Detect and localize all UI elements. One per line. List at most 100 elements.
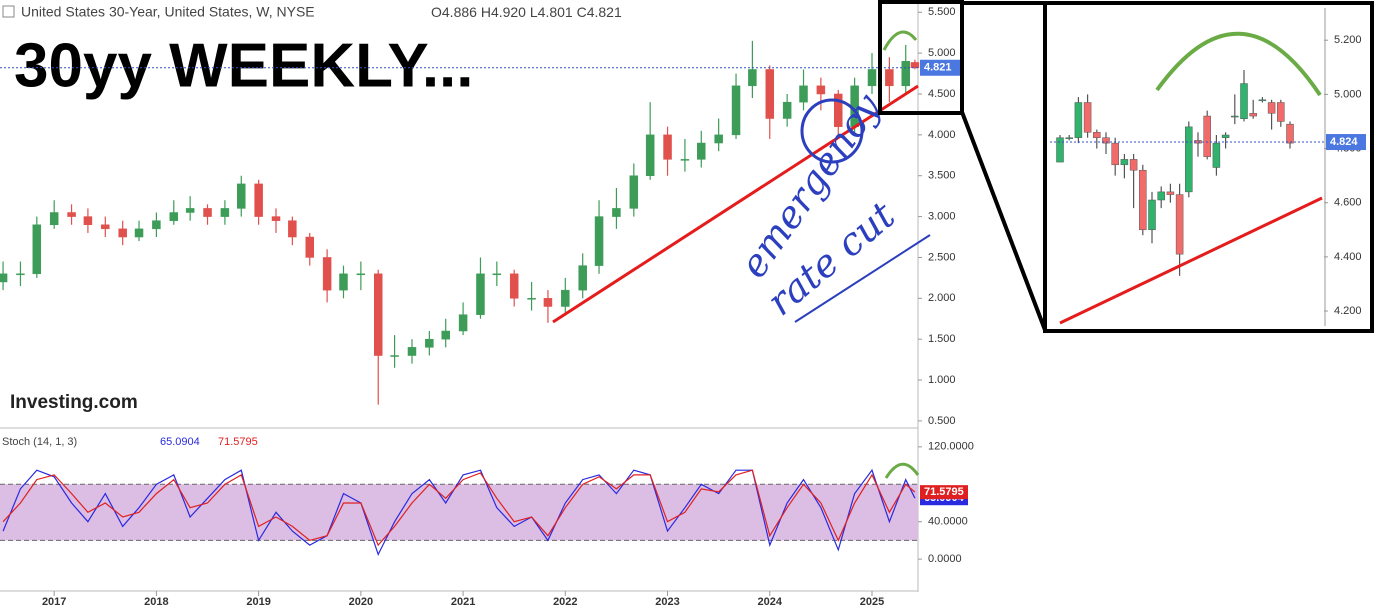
candle-body bbox=[0, 273, 8, 283]
high-text: H4.920 bbox=[481, 4, 526, 20]
indicator-value: 65.0904 bbox=[160, 436, 200, 448]
y-tick-label: 1.000 bbox=[928, 374, 956, 386]
arc-annotation bbox=[882, 30, 918, 51]
candle-body bbox=[578, 265, 587, 291]
candle-body bbox=[527, 298, 536, 300]
x-tick-label: 2020 bbox=[349, 596, 373, 608]
candle-body bbox=[237, 183, 246, 209]
candle-body bbox=[152, 220, 161, 230]
candle-body bbox=[561, 289, 570, 307]
candle-body bbox=[1249, 113, 1257, 117]
candle-body bbox=[356, 273, 366, 276]
candle-body bbox=[594, 216, 604, 266]
candle-body bbox=[543, 298, 553, 307]
arc-annotation bbox=[1155, 31, 1322, 97]
candle-body bbox=[714, 134, 723, 144]
candle-body bbox=[322, 257, 332, 291]
candle-body bbox=[203, 208, 212, 217]
y-tick-label: 5.000 bbox=[928, 47, 956, 59]
low-text: L4.801 bbox=[530, 4, 573, 20]
candle-body bbox=[782, 101, 792, 119]
arc-annotation bbox=[884, 462, 920, 479]
candle-body bbox=[1093, 132, 1101, 138]
candle-body bbox=[1221, 134, 1230, 138]
candle-body bbox=[816, 85, 826, 95]
y-tick-label: 3.500 bbox=[928, 170, 956, 182]
y-tick-label: 5.000 bbox=[1334, 88, 1362, 100]
x-tick-label: 2025 bbox=[860, 596, 884, 608]
y-tick-label: 1.500 bbox=[928, 333, 956, 345]
candle-body bbox=[305, 236, 314, 258]
candle-body bbox=[1139, 169, 1147, 231]
candle-body bbox=[509, 273, 519, 299]
candle-body bbox=[834, 93, 843, 127]
zoom-box bbox=[878, 0, 964, 115]
band bbox=[0, 484, 918, 541]
candle-body bbox=[1083, 102, 1092, 133]
candle-body bbox=[134, 228, 144, 238]
y-tick-label: 5.500 bbox=[928, 6, 956, 18]
underline bbox=[794, 234, 931, 323]
candle-body bbox=[373, 273, 383, 356]
candle-body bbox=[885, 69, 894, 87]
last-value-label: 71.5795 bbox=[924, 486, 964, 498]
connector bbox=[960, 111, 1047, 331]
candle-body bbox=[731, 85, 741, 136]
y-tick-label: 40.0000 bbox=[928, 516, 968, 528]
candle-body bbox=[629, 175, 639, 209]
candle-body bbox=[1129, 159, 1138, 171]
indicator-value: 71.5795 bbox=[218, 436, 258, 448]
candle-body bbox=[1102, 137, 1110, 144]
candle-body bbox=[67, 212, 76, 217]
candle-body bbox=[220, 208, 230, 217]
candle-body bbox=[867, 69, 877, 87]
candle-body bbox=[680, 159, 690, 161]
candle-body bbox=[390, 355, 399, 357]
candle-body bbox=[1148, 199, 1156, 231]
candle-body bbox=[1111, 142, 1119, 166]
candle-body bbox=[1175, 194, 1184, 255]
candle-body bbox=[49, 212, 59, 226]
candle-body bbox=[1185, 126, 1193, 193]
candle-body bbox=[83, 216, 93, 226]
symbol-title: United States 30-Year, United States, W,… bbox=[21, 4, 315, 20]
last-price-box bbox=[1326, 134, 1366, 151]
close-text: C4.821 bbox=[577, 4, 622, 20]
y-tick-label: 4.500 bbox=[928, 88, 956, 100]
candle-body bbox=[1286, 123, 1294, 144]
y-tick-label: 0.0000 bbox=[928, 553, 962, 565]
candle-body bbox=[901, 61, 910, 87]
candle-body bbox=[1157, 191, 1165, 201]
candle-body bbox=[492, 273, 502, 276]
circle-annotation bbox=[800, 98, 864, 164]
candle-body bbox=[1240, 83, 1248, 119]
candle-body bbox=[458, 314, 468, 332]
stoch-line bbox=[2, 469, 916, 547]
candle-body bbox=[1212, 142, 1221, 168]
indicator-name: Stoch (14, 1, 3) bbox=[2, 436, 77, 448]
candle-body bbox=[1166, 191, 1175, 195]
y-tick-label: 2.000 bbox=[928, 292, 956, 304]
y-tick-label: 0.500 bbox=[928, 415, 956, 427]
candle-body bbox=[441, 330, 450, 340]
candle-body bbox=[765, 69, 775, 119]
last-value-box bbox=[920, 485, 968, 500]
candle-body bbox=[407, 347, 417, 356]
candle-body bbox=[288, 220, 297, 238]
candle-body bbox=[799, 85, 808, 103]
stoch-line bbox=[2, 468, 916, 556]
candle-body bbox=[254, 183, 263, 217]
trend-line bbox=[552, 84, 919, 324]
y-tick-label: 4.000 bbox=[928, 129, 956, 141]
candle-body bbox=[271, 216, 281, 221]
x-tick-label: 2024 bbox=[758, 596, 783, 608]
candle-body bbox=[185, 208, 195, 213]
last-price-box bbox=[920, 59, 960, 76]
y-tick-label: 5.200 bbox=[1334, 34, 1362, 46]
candle-body bbox=[32, 224, 42, 275]
last-price-label: 4.821 bbox=[924, 62, 952, 74]
y-tick-label: 2.500 bbox=[928, 251, 956, 263]
zoom-panel bbox=[1043, 1, 1374, 333]
ohlc: O4.886 H4.920 L4.801 C4.821 bbox=[431, 4, 622, 20]
trend-line bbox=[1059, 196, 1323, 325]
